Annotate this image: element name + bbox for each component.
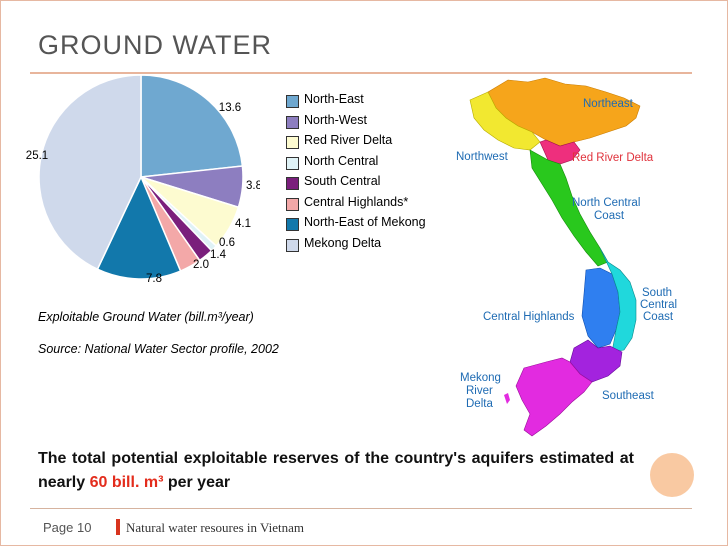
- summary-text-post: per year: [163, 474, 231, 491]
- pie-data-label: 25.1: [26, 150, 48, 162]
- legend-label: North Central: [304, 153, 379, 168]
- legend-swatch: [286, 238, 299, 252]
- legend-label: South Central: [304, 174, 381, 188]
- pie-slice-north-east-of-mekong: [96, 175, 182, 280]
- decorative-circle: [650, 453, 694, 497]
- pie-data-label: 2.0: [193, 259, 209, 271]
- pie-data-label: 13.6: [219, 102, 241, 114]
- summary-highlight: 60 bill. m³: [89, 474, 164, 491]
- footer-divider: [30, 508, 692, 509]
- legend-swatch: [286, 197, 299, 211]
- pie-chart: 13.6 3.8 4.10.61.42.0 7.8 25.1: [26, 74, 260, 285]
- pie-data-label: 1.4: [210, 249, 227, 261]
- legend-label: North-East of Mekong: [304, 215, 426, 229]
- summary-text: The total potential exploitable reserves…: [38, 447, 634, 495]
- slide-title: GROUND WATER: [38, 30, 272, 60]
- legend-label: Mekong Delta: [304, 235, 382, 250]
- pie-data-label: 3.8: [246, 180, 260, 192]
- legend-label: North-East: [304, 92, 364, 106]
- legend-label: Red River Delta: [304, 133, 393, 147]
- legend-swatch: [286, 156, 299, 170]
- title-divider: [30, 72, 692, 74]
- page-number: Page 10: [43, 520, 92, 535]
- legend-label: North-West: [304, 112, 367, 127]
- pie-data-label: 7.8: [146, 273, 162, 285]
- legend-label: Central Highlands*: [304, 194, 409, 209]
- legend-swatch: [286, 136, 299, 149]
- legend-swatch: [286, 95, 299, 108]
- pie-data-label: 0.6: [219, 237, 235, 249]
- pie-slice-mekong-delta: [38, 74, 142, 271]
- legend-swatch: [286, 177, 299, 190]
- footer-text: Natural water resoures in Vietnam: [126, 520, 305, 535]
- summary-text-pre: The total potential exploitable reserves…: [38, 450, 634, 491]
- legend-swatch: [286, 115, 299, 129]
- legend-swatch: [286, 218, 299, 231]
- footer-accent-bar: [116, 519, 120, 535]
- pie-slice-north-east: [140, 74, 244, 178]
- chart-source-caption: Source: National Water Sector profile, 2…: [38, 342, 279, 356]
- pie-data-label: 4.1: [235, 218, 251, 230]
- chart-unit-caption: Exploitable Ground Water (bill.m³/year): [38, 310, 254, 324]
